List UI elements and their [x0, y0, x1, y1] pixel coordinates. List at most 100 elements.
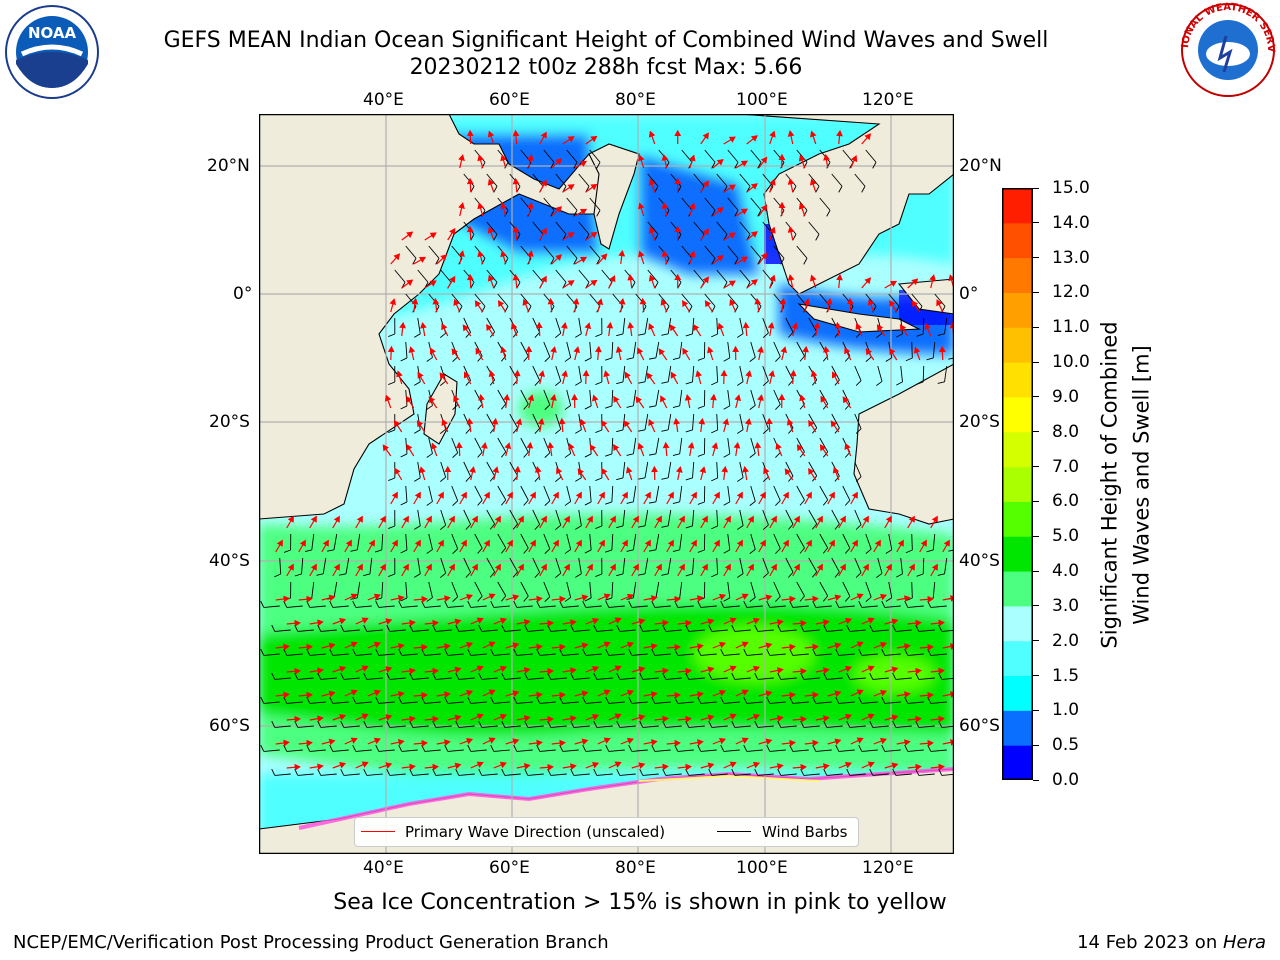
- wind-barb-staff: [389, 725, 406, 728]
- wind-barb-staff: [930, 653, 947, 656]
- wind-barb-flag: [904, 600, 909, 608]
- wave-arrow-head: [718, 593, 727, 601]
- wave-arrow-head: [644, 539, 651, 547]
- wind-barb-staff: [635, 293, 647, 307]
- wave-arrow-head: [568, 443, 575, 451]
- wind-barb-staff: [716, 509, 719, 527]
- wave-arrow-head: [476, 617, 484, 624]
- wave-arrow-head: [397, 738, 405, 746]
- wave-arrow-head: [603, 737, 611, 744]
- wave-arrow-head: [555, 158, 563, 165]
- wind-barb-flag: [426, 453, 433, 458]
- wind-barb-staff: [679, 437, 683, 454]
- wind-barb-staff: [907, 749, 924, 752]
- wind-barb-flag: [524, 768, 529, 776]
- wind-barb-staff: [679, 533, 683, 550]
- wind-barb-staff: [309, 605, 326, 608]
- wave-arrow-head: [396, 370, 403, 378]
- wave-arrow-head: [476, 713, 484, 720]
- wind-barb-flag: [926, 549, 934, 553]
- wind-barb-flag: [555, 524, 562, 530]
- wind-barb-staff: [424, 749, 441, 752]
- wind-barb-flag: [294, 573, 302, 577]
- wave-arrow-head: [361, 665, 369, 672]
- wave-arrow-head: [695, 370, 702, 378]
- wave-arrow-head: [669, 324, 677, 332]
- wind-barb-staff: [632, 389, 637, 406]
- wave-arrow-head: [938, 715, 945, 723]
- wind-barb-flag: [414, 429, 421, 434]
- wave-arrow-head: [800, 715, 807, 723]
- wave-arrow-head: [752, 665, 760, 673]
- wind-barb-staff: [532, 317, 541, 333]
- wind-barb-flag: [489, 571, 495, 578]
- wave-arrow-head: [904, 691, 911, 698]
- wave-arrow-head: [800, 763, 807, 771]
- wind-barb-flag: [595, 381, 603, 386]
- wind-barb-staff: [667, 317, 672, 334]
- wind-barb-staff: [796, 293, 808, 307]
- wave-arrow-head: [780, 346, 788, 354]
- wind-barb-flag: [762, 380, 769, 386]
- wind-barb-staff: [412, 725, 429, 728]
- wave-arrow-head: [379, 515, 386, 523]
- wind-barb-staff: [665, 725, 682, 728]
- wind-barb-flag: [501, 595, 507, 602]
- wind-barb-flag: [858, 600, 863, 608]
- wave-arrow-head: [822, 667, 830, 674]
- wave-arrow-head: [547, 715, 554, 723]
- wind-barb-flag: [523, 547, 529, 554]
- wave-arrow-head: [648, 274, 656, 282]
- wind-barb-flag: [426, 405, 433, 410]
- wave-arrow-head: [444, 465, 452, 472]
- wave-arrow-head: [822, 619, 830, 626]
- wind-barb-staff: [463, 509, 472, 525]
- wave-arrow-head: [418, 256, 427, 263]
- wave-arrow-head: [471, 515, 478, 523]
- wind-barb-staff: [497, 485, 507, 501]
- wave-arrow-head: [747, 563, 754, 571]
- wind-barb-flag: [501, 547, 507, 554]
- colorbar-tick-mark: [1033, 535, 1039, 537]
- wind-barb-flag: [697, 453, 705, 457]
- wind-barb-flag: [639, 672, 644, 680]
- wind-barb-flag: [544, 500, 551, 506]
- wind-barb-staff: [704, 293, 716, 307]
- wave-arrow-head: [810, 370, 818, 377]
- wind-barb-flag: [374, 597, 382, 601]
- wave-arrow-head: [432, 763, 439, 771]
- wind-barb-staff: [401, 749, 418, 752]
- colorbar-tick-label: 12.0: [1052, 282, 1090, 303]
- wind-barb-staff: [493, 701, 510, 704]
- wind-barb-flag: [340, 624, 345, 632]
- wind-barb-staff: [854, 557, 862, 573]
- wind-barb-flag: [937, 333, 945, 336]
- wave-arrow-head: [598, 539, 605, 547]
- wind-barb-staff: [424, 605, 441, 608]
- wind-barb-flag: [616, 768, 621, 776]
- lat-tick-right-1: 20°N: [959, 156, 1002, 176]
- wind-barb-staff: [274, 725, 291, 728]
- wave-arrow-head: [590, 231, 598, 239]
- wind-barb-staff: [474, 389, 483, 405]
- wave-arrow-head: [728, 232, 736, 239]
- wind-barb-staff: [670, 221, 682, 235]
- wind-barb-staff: [578, 365, 582, 382]
- wave-arrow-head: [674, 225, 682, 232]
- wind-barb-flag: [869, 768, 874, 776]
- wind-barb-staff: [692, 365, 695, 382]
- wave-arrow-head: [373, 689, 381, 697]
- wind-barb-flag: [271, 768, 276, 776]
- wind-barb-flag: [501, 499, 507, 506]
- wind-barb-flag: [762, 332, 769, 338]
- wind-barb-staff: [922, 365, 925, 383]
- wave-arrow-head: [650, 595, 658, 602]
- wave-arrow-head: [590, 279, 598, 287]
- wave-arrow-head: [856, 689, 864, 696]
- wind-barb-flag: [708, 672, 713, 680]
- wind-barb-staff: [900, 557, 903, 574]
- wind-barb-staff: [838, 653, 855, 656]
- wind-barb-staff: [440, 365, 447, 382]
- wind-barb-staff: [622, 461, 626, 478]
- wind-barb-staff: [493, 749, 510, 752]
